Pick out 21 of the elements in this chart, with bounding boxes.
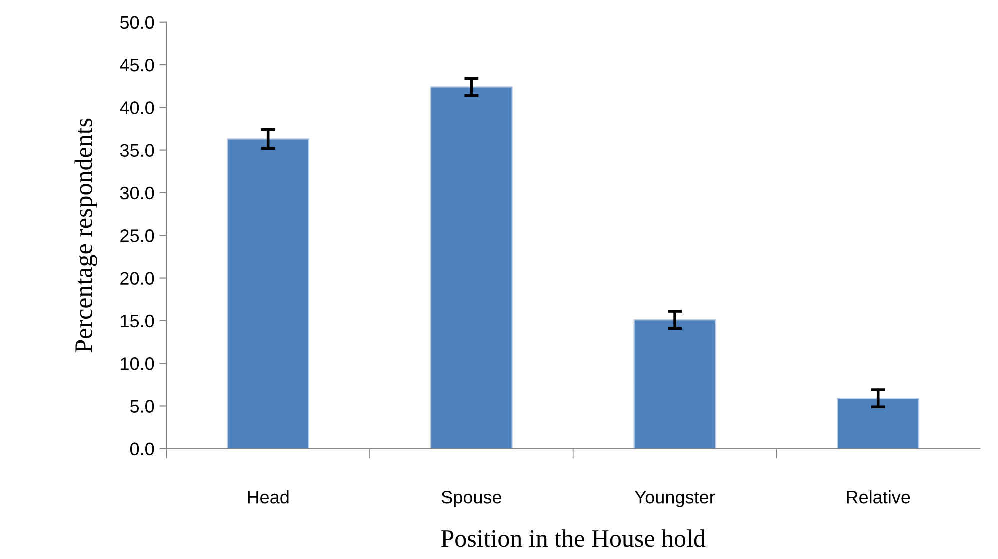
x-tick-label: Youngster <box>635 491 716 508</box>
x-tick-label: Relative <box>847 490 910 504</box>
y-tick-label: 20.0 <box>120 272 154 285</box>
y-tick-label: 35.0 <box>120 144 154 158</box>
x-tick-label: Head <box>248 490 289 504</box>
x-axis-title: Position in the House hold <box>441 530 706 548</box>
bar <box>634 320 716 449</box>
y-tick-label: 0.0 <box>130 442 154 456</box>
y-tick-label: 30.0 <box>120 186 154 200</box>
y-tick-label: 45.0 <box>120 58 154 72</box>
y-axis-title: Percentage respondents <box>74 118 98 353</box>
bar <box>430 86 513 449</box>
y-tick-label: 15.0 <box>121 314 154 328</box>
bar <box>837 398 920 449</box>
y-tick-label: 40.0 <box>120 102 154 114</box>
y-tick-label: 5.0 <box>130 400 154 413</box>
y-tick-label: 10.0 <box>121 358 154 370</box>
y-tick-label: 25.0 <box>120 230 154 242</box>
bar <box>227 138 310 449</box>
y-tick-label: 50.0 <box>120 16 154 30</box>
x-tick-label: Spouse <box>442 491 502 508</box>
